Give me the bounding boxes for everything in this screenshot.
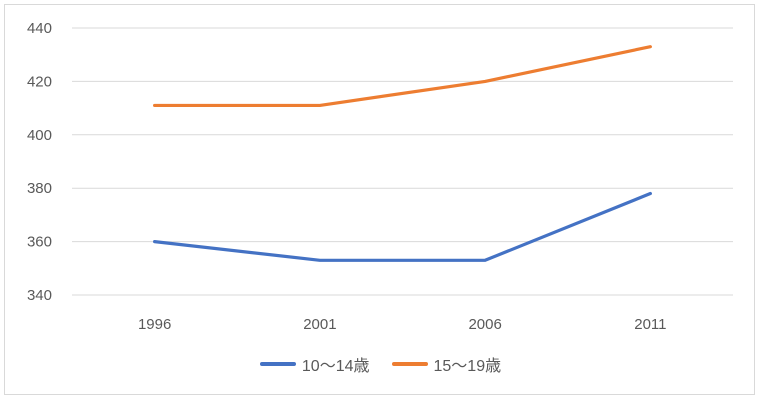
y-tick-label: 400 (27, 127, 52, 144)
gridlines (72, 27, 733, 296)
x-tick-label: 2006 (468, 316, 501, 333)
series-line-1 (153, 191, 652, 262)
series-lines (153, 45, 652, 262)
x-tick-label: 1996 (138, 316, 171, 333)
y-tick-label: 340 (27, 287, 52, 304)
legend-swatch (259, 362, 296, 366)
y-tick-label: 420 (27, 73, 52, 90)
legend-label: 15～19歳 (433, 358, 502, 375)
y-tick-label: 440 (27, 20, 52, 37)
legend-item-2: 15～19歳 (391, 352, 502, 376)
legend-label: 10～14歳 (301, 358, 370, 375)
x-axis-ticks: 1996 2001 2006 2011 (138, 316, 667, 333)
legend-item-1: 10～14歳 (259, 352, 370, 376)
x-tick-label: 2011 (634, 316, 666, 333)
y-axis-ticks: 340 360 380 400 420 440 (27, 20, 52, 304)
y-tick-label: 380 (27, 180, 52, 197)
x-tick-label: 2001 (303, 316, 336, 333)
legend: 10～14歳 15～19歳 (0, 352, 761, 376)
series-line-2 (153, 45, 652, 108)
chart-frame (4, 4, 755, 395)
legend-swatch (391, 362, 428, 366)
y-tick-label: 360 (27, 234, 52, 251)
